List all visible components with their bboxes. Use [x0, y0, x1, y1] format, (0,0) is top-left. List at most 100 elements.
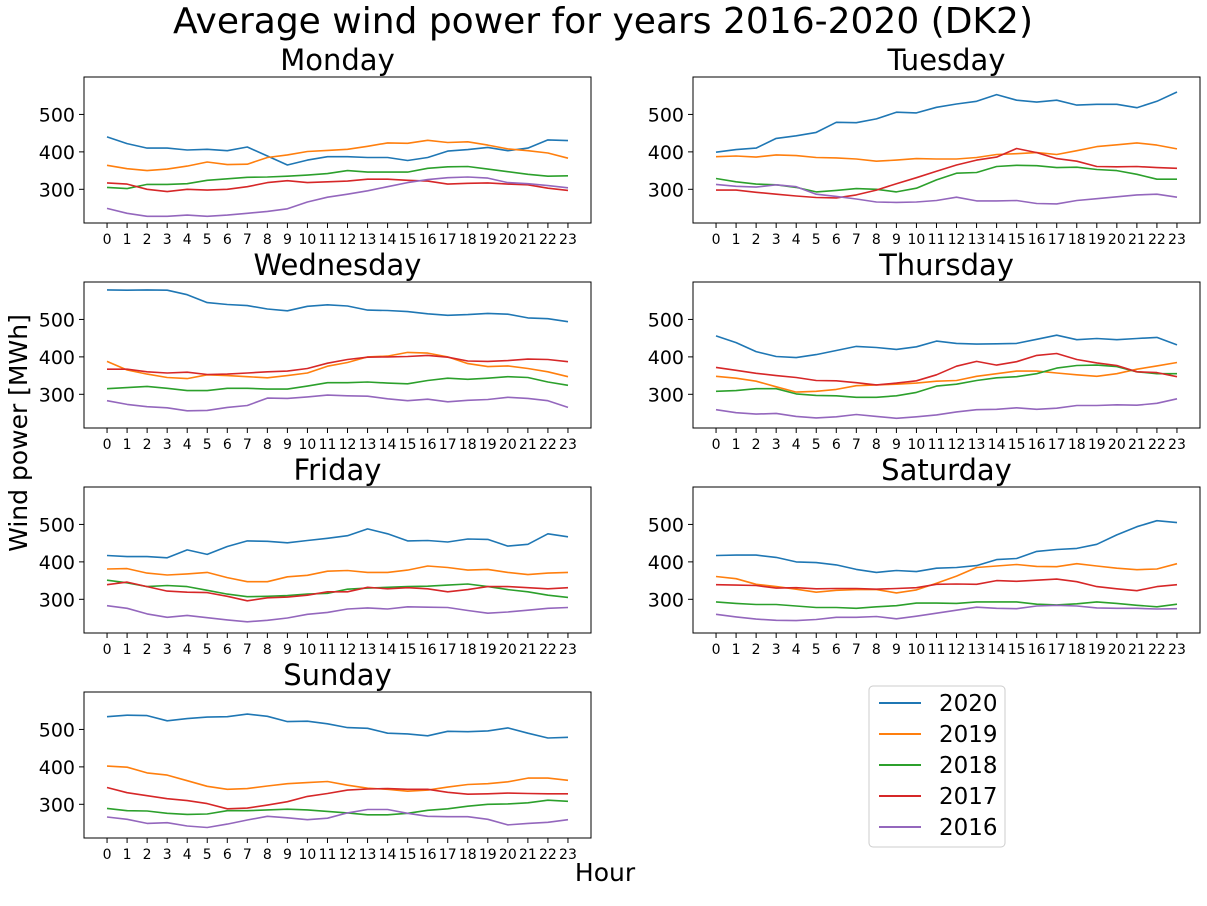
x-tick-label: 2 — [752, 642, 761, 658]
x-tick-label: 0 — [712, 232, 721, 248]
x-tick-label: 6 — [223, 847, 232, 863]
x-tick-label: 19 — [1088, 642, 1106, 658]
x-tick-label: 14 — [988, 437, 1006, 453]
x-tick-label: 18 — [459, 642, 477, 658]
x-tick-label: 7 — [243, 847, 252, 863]
series-line-2019 — [715, 142, 1178, 162]
x-tick-label: 16 — [419, 232, 437, 248]
y-axis-label: Wind power [MWh] — [4, 314, 33, 552]
x-tick-label: 3 — [163, 437, 172, 453]
x-tick-label: 22 — [539, 847, 557, 863]
x-tick-label: 15 — [399, 232, 417, 248]
plot-frame — [692, 281, 1201, 429]
x-tick-label: 1 — [732, 642, 741, 658]
x-tick-label: 13 — [359, 642, 377, 658]
x-tick-label: 18 — [1068, 437, 1086, 453]
series-line-2016 — [715, 604, 1178, 622]
x-tick-label: 20 — [1108, 232, 1126, 248]
x-tick-label: 12 — [339, 847, 357, 863]
series-line-2020 — [106, 289, 569, 323]
x-tick-label: 17 — [439, 232, 457, 248]
series-line-2017 — [106, 178, 569, 193]
x-tick-label: 1 — [123, 232, 132, 248]
x-tick-label: 23 — [559, 437, 577, 453]
x-tick-label: 13 — [359, 232, 377, 248]
x-tick-label: 17 — [439, 642, 457, 658]
legend-label: 2016 — [939, 815, 998, 841]
x-tick-label: 7 — [852, 642, 861, 658]
series-line-2016 — [106, 176, 569, 218]
x-tick-label: 10 — [299, 232, 317, 248]
legend-entry-2020: 2020 — [879, 691, 998, 717]
x-tick-label: 13 — [968, 437, 986, 453]
x-tick-label: 3 — [163, 642, 172, 658]
y-tick-label: 500 — [39, 104, 75, 126]
subplot-title: Saturday — [881, 453, 1012, 487]
x-tick-label: 4 — [792, 642, 801, 658]
x-tick-label: 23 — [559, 232, 577, 248]
series-line-2019 — [106, 565, 569, 583]
x-tick-label: 1 — [123, 437, 132, 453]
series-line-2018 — [106, 579, 569, 599]
series-line-2016 — [106, 394, 569, 412]
x-tick-label: 22 — [539, 642, 557, 658]
series-line-2020 — [106, 136, 569, 166]
x-tick-label: 17 — [1048, 642, 1066, 658]
x-tick-label: 4 — [183, 642, 192, 658]
x-tick-label: 14 — [988, 232, 1006, 248]
series-line-2018 — [106, 375, 569, 392]
x-tick-label: 14 — [379, 232, 397, 248]
x-tick-label: 16 — [1028, 232, 1046, 248]
y-tick-label: 400 — [39, 757, 75, 779]
x-tick-label: 12 — [948, 437, 966, 453]
plot-frame — [83, 76, 592, 224]
series-line-2017 — [106, 581, 569, 602]
series-line-2019 — [715, 562, 1178, 594]
series-line-2018 — [106, 799, 569, 816]
x-tick-label: 7 — [243, 437, 252, 453]
x-tick-label: 20 — [499, 847, 517, 863]
y-tick-label: 500 — [39, 719, 75, 741]
y-tick-label: 300 — [39, 794, 75, 816]
legend-entry-2016: 2016 — [879, 815, 998, 841]
x-tick-label: 6 — [832, 437, 841, 453]
x-tick-label: 13 — [968, 232, 986, 248]
x-tick-label: 7 — [852, 232, 861, 248]
figure-title: Average wind power for years 2016-2020 (… — [173, 1, 1033, 42]
x-tick-label: 6 — [223, 232, 232, 248]
series-line-2019 — [106, 351, 569, 380]
x-tick-label: 23 — [1168, 437, 1186, 453]
x-tick-label: 20 — [499, 642, 517, 658]
x-tick-label: 5 — [812, 437, 821, 453]
legend: 2020 2019 2018 2017 2016 — [868, 685, 1006, 848]
series-line-2016 — [715, 183, 1178, 205]
legend-label: 2018 — [939, 753, 998, 779]
series-line-2017 — [715, 578, 1178, 592]
series-line-2020 — [106, 528, 569, 559]
x-tick-label: 16 — [419, 437, 437, 453]
x-tick-label: 21 — [1128, 437, 1146, 453]
x-tick-label: 22 — [1148, 232, 1166, 248]
plot-frame — [83, 486, 592, 634]
legend-entry-2018: 2018 — [879, 753, 998, 779]
subplot-title: Thursday — [878, 248, 1014, 282]
x-tick-label: 2 — [143, 232, 152, 248]
x-tick-label: 2 — [143, 642, 152, 658]
x-tick-label: 23 — [559, 847, 577, 863]
x-tick-label: 0 — [103, 642, 112, 658]
x-tick-label: 12 — [339, 437, 357, 453]
x-tick-label: 10 — [299, 642, 317, 658]
x-tick-label: 4 — [183, 232, 192, 248]
x-tick-label: 9 — [283, 437, 292, 453]
y-tick-label: 300 — [39, 179, 75, 201]
x-tick-label: 22 — [539, 437, 557, 453]
x-tick-label: 23 — [1168, 232, 1186, 248]
x-tick-label: 2 — [752, 232, 761, 248]
x-tick-label: 19 — [479, 437, 497, 453]
x-tick-label: 7 — [852, 437, 861, 453]
x-tick-label: 10 — [299, 847, 317, 863]
